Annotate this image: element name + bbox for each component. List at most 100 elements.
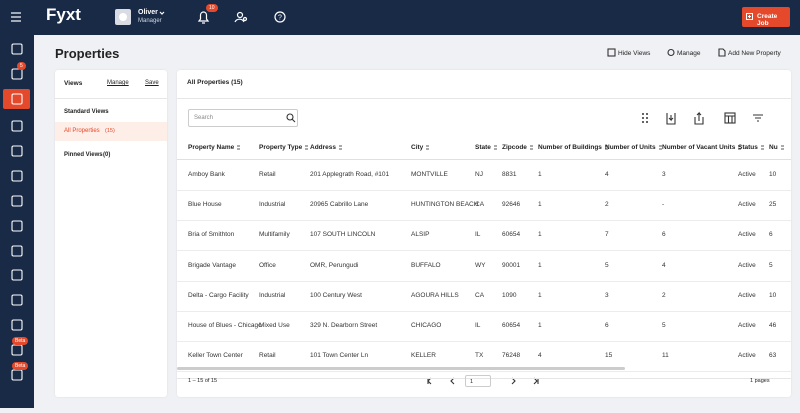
- table-cell: CA: [475, 201, 485, 209]
- views-manage[interactable]: Manage: [107, 80, 129, 86]
- column-header[interactable]: Number of Vacant Units: [662, 144, 741, 151]
- table-cell: 1: [538, 261, 542, 269]
- menu-icon[interactable]: [11, 12, 21, 22]
- hide-views[interactable]: Hide Views: [618, 50, 651, 57]
- row-rule: [177, 371, 791, 373]
- scrollbar[interactable]: [177, 367, 625, 370]
- table-cell: 10: [769, 171, 777, 178]
- table-cell: 92646: [502, 201, 521, 209]
- column-header[interactable]: State: [475, 144, 497, 151]
- filter-icon[interactable]: [753, 114, 763, 122]
- nav-icon[interactable]: [11, 170, 23, 182]
- nav-icon[interactable]: [11, 120, 23, 132]
- active-view[interactable]: All Properties: [64, 128, 100, 134]
- manage-action[interactable]: Manage: [677, 50, 701, 57]
- avatar-icon: [119, 13, 127, 21]
- column-header[interactable]: City: [411, 144, 429, 151]
- pager-arrows[interactable]: [427, 377, 539, 385]
- sidebar-icons: [3, 43, 30, 381]
- nav-icon[interactable]: [11, 269, 23, 281]
- page-select[interactable]: 1: [465, 375, 491, 387]
- table-cell: Active: [738, 231, 756, 239]
- table-cell: 4: [605, 171, 609, 178]
- people-icon[interactable]: [234, 11, 248, 23]
- search-box[interactable]: Search: [188, 109, 298, 127]
- nav-badge: 5: [17, 62, 26, 70]
- top-icons: ?: [11, 9, 286, 25]
- table-cell: 46: [769, 322, 777, 329]
- create-job-button[interactable]: Create Job: [742, 7, 790, 27]
- export-icon[interactable]: [694, 111, 704, 125]
- table-cell: 15: [605, 352, 613, 360]
- table-cell: IL: [475, 322, 481, 329]
- drag-icon[interactable]: [642, 113, 648, 123]
- views-title: Views: [64, 80, 83, 87]
- table-cell: Active: [738, 322, 756, 329]
- user-name[interactable]: Oliver: [138, 9, 158, 16]
- nav-icon[interactable]: [11, 294, 23, 306]
- table-cell: Multifamily: [259, 231, 290, 239]
- add-property[interactable]: Add New Property: [728, 50, 781, 57]
- column-header[interactable]: Property Name: [188, 144, 240, 151]
- nav-icon[interactable]: [11, 369, 23, 381]
- table-cell: 90001: [502, 261, 521, 269]
- active-view-row[interactable]: [55, 122, 167, 141]
- logo[interactable]: Fyxt: [46, 5, 81, 24]
- top-bar: ? Fyxt Oliver Manager 10 Create Job: [0, 0, 800, 35]
- column-header[interactable]: Number of Units: [605, 144, 662, 151]
- table-cell: IL: [475, 231, 481, 239]
- divider: [55, 98, 167, 99]
- help-mark: ?: [278, 15, 282, 22]
- table-cell[interactable]: Keller Town Center: [188, 352, 243, 360]
- table-cell[interactable]: Amboy Bank: [188, 171, 225, 178]
- column-header[interactable]: Zipcode: [502, 144, 533, 151]
- table-cell[interactable]: Bria of Smithton: [188, 231, 235, 239]
- nav-icon[interactable]: [11, 195, 23, 207]
- doc-icon: [718, 48, 726, 57]
- table-cell: KELLER: [411, 352, 436, 360]
- header-rule: [177, 159, 791, 160]
- table-cell: Mixed Use: [259, 322, 290, 329]
- nav-icon[interactable]: [11, 319, 23, 331]
- nav-icon[interactable]: [11, 344, 23, 356]
- nav-icon[interactable]: [11, 93, 23, 105]
- column-header[interactable]: Nu: [769, 144, 784, 151]
- views-panel: Views Manage Save Standard Views All Pro…: [55, 70, 167, 397]
- columns-icon[interactable]: [724, 112, 736, 124]
- help-icon[interactable]: [274, 11, 286, 23]
- table-cell: 10: [769, 291, 777, 299]
- views-save[interactable]: Save: [145, 80, 159, 86]
- user-caret[interactable]: [159, 11, 165, 15]
- table-cell: Active: [738, 291, 756, 299]
- action-icons: [607, 48, 726, 57]
- table-cell: 6: [769, 231, 773, 239]
- nav-icon[interactable]: [11, 245, 23, 257]
- column-header[interactable]: Property Type: [259, 144, 308, 151]
- table-cell[interactable]: Delta - Cargo Facility: [188, 291, 249, 299]
- bell-icon[interactable]: [197, 11, 210, 24]
- notification-badge: 10: [206, 4, 218, 12]
- range-text: 1 – 15 of 15: [188, 378, 218, 384]
- nav-icon[interactable]: [11, 68, 23, 80]
- table-cell: 2: [662, 291, 666, 299]
- table-cell: 4: [538, 352, 542, 360]
- table-cell: 5: [605, 261, 609, 269]
- pinned-views[interactable]: Pinned Views: [64, 152, 103, 158]
- row-rule: [177, 310, 791, 312]
- beta-badge: Beta: [12, 362, 29, 370]
- table-cell[interactable]: House of Blues - Chicago: [188, 322, 262, 329]
- nav-icon[interactable]: [11, 145, 23, 157]
- column-header[interactable]: Status: [738, 144, 764, 151]
- table-cell[interactable]: Brigade Vantage: [188, 261, 236, 269]
- nav-icon[interactable]: [11, 43, 23, 55]
- create-icon: [746, 13, 753, 20]
- nav-icon[interactable]: [11, 220, 23, 232]
- column-header[interactable]: Number of Buildings: [538, 144, 608, 151]
- table-cell: 60654: [502, 322, 521, 329]
- import-icon[interactable]: [666, 113, 676, 125]
- table-cell: Active: [738, 201, 756, 209]
- pages-text: 1 pages: [750, 378, 770, 384]
- column-header[interactable]: Address: [310, 144, 342, 151]
- table-cell[interactable]: Blue House: [188, 201, 222, 209]
